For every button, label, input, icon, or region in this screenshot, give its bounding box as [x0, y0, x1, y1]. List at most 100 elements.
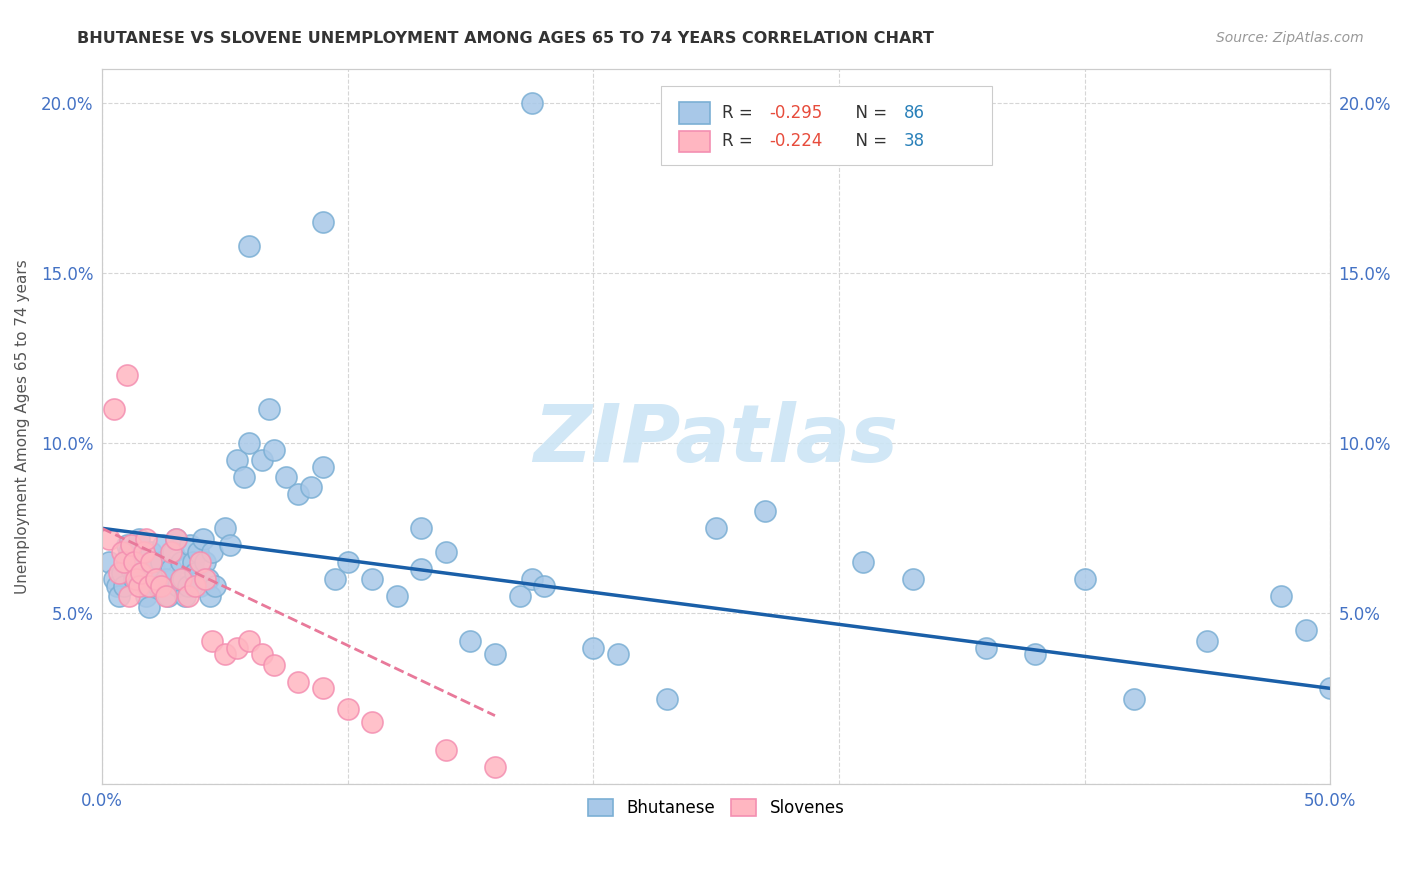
Text: R =: R =	[723, 103, 758, 122]
Point	[484, 760, 506, 774]
Point	[218, 538, 240, 552]
Point	[174, 590, 197, 604]
Point	[336, 702, 359, 716]
Point	[214, 521, 236, 535]
Point	[138, 579, 160, 593]
Point	[361, 715, 384, 730]
Point	[145, 573, 167, 587]
FancyBboxPatch shape	[661, 87, 993, 165]
Point	[157, 590, 180, 604]
Point	[299, 480, 322, 494]
Point	[125, 549, 148, 563]
Point	[509, 590, 531, 604]
Y-axis label: Unemployment Among Ages 65 to 74 years: Unemployment Among Ages 65 to 74 years	[15, 259, 30, 593]
Point	[181, 555, 204, 569]
Point	[655, 691, 678, 706]
Point	[115, 538, 138, 552]
Point	[582, 640, 605, 655]
Point	[250, 453, 273, 467]
Point	[336, 555, 359, 569]
Bar	[679, 103, 710, 124]
Point	[201, 545, 224, 559]
Point	[238, 633, 260, 648]
Point	[194, 555, 217, 569]
Point	[155, 573, 177, 587]
Point	[103, 402, 125, 417]
Point	[138, 599, 160, 614]
Point	[118, 590, 141, 604]
Point	[520, 573, 543, 587]
Point	[188, 579, 211, 593]
Point	[238, 436, 260, 450]
Legend: Bhutanese, Slovenes: Bhutanese, Slovenes	[579, 790, 853, 825]
Text: 86: 86	[904, 103, 925, 122]
Point	[132, 545, 155, 559]
Point	[323, 573, 346, 587]
Point	[118, 545, 141, 559]
Point	[533, 579, 555, 593]
Point	[115, 555, 138, 569]
Point	[179, 538, 201, 552]
Point	[1073, 573, 1095, 587]
Point	[191, 532, 214, 546]
Point	[169, 555, 191, 569]
Point	[120, 562, 142, 576]
Point	[1024, 648, 1046, 662]
Point	[226, 453, 249, 467]
Point	[197, 573, 219, 587]
Point	[162, 545, 184, 559]
Point	[165, 532, 187, 546]
Point	[108, 566, 131, 580]
Point	[238, 238, 260, 252]
Point	[312, 215, 335, 229]
Point	[165, 532, 187, 546]
Point	[128, 579, 150, 593]
Point	[98, 555, 121, 569]
Point	[198, 590, 221, 604]
Point	[122, 573, 145, 587]
Point	[411, 562, 433, 576]
Point	[204, 579, 226, 593]
Text: R =: R =	[723, 133, 758, 151]
Point	[177, 590, 200, 604]
Point	[484, 648, 506, 662]
Text: BHUTANESE VS SLOVENE UNEMPLOYMENT AMONG AGES 65 TO 74 YEARS CORRELATION CHART: BHUTANESE VS SLOVENE UNEMPLOYMENT AMONG …	[77, 31, 934, 46]
Point	[139, 545, 162, 559]
Point	[233, 470, 256, 484]
Point	[434, 742, 457, 756]
Point	[411, 521, 433, 535]
Point	[167, 579, 190, 593]
Point	[201, 633, 224, 648]
Point	[263, 442, 285, 457]
Point	[187, 545, 209, 559]
Point	[606, 648, 628, 662]
Point	[98, 532, 121, 546]
Point	[105, 579, 128, 593]
Point	[129, 555, 152, 569]
Point	[177, 579, 200, 593]
Point	[901, 573, 924, 587]
Point	[974, 640, 997, 655]
Point	[188, 555, 211, 569]
Point	[115, 368, 138, 382]
Point	[312, 460, 335, 475]
Point	[1197, 633, 1219, 648]
Point	[287, 674, 309, 689]
Point	[194, 573, 217, 587]
Text: 38: 38	[904, 133, 925, 151]
Point	[704, 521, 727, 535]
Point	[276, 470, 298, 484]
Bar	[679, 131, 710, 153]
Point	[263, 657, 285, 672]
Point	[145, 573, 167, 587]
Point	[139, 555, 162, 569]
Point	[112, 579, 135, 593]
Point	[385, 590, 408, 604]
Point	[159, 545, 181, 559]
Point	[1122, 691, 1144, 706]
Text: ZIPatlas: ZIPatlas	[533, 401, 898, 479]
Point	[108, 590, 131, 604]
Point	[184, 566, 207, 580]
Text: Source: ZipAtlas.com: Source: ZipAtlas.com	[1216, 31, 1364, 45]
Point	[142, 562, 165, 576]
